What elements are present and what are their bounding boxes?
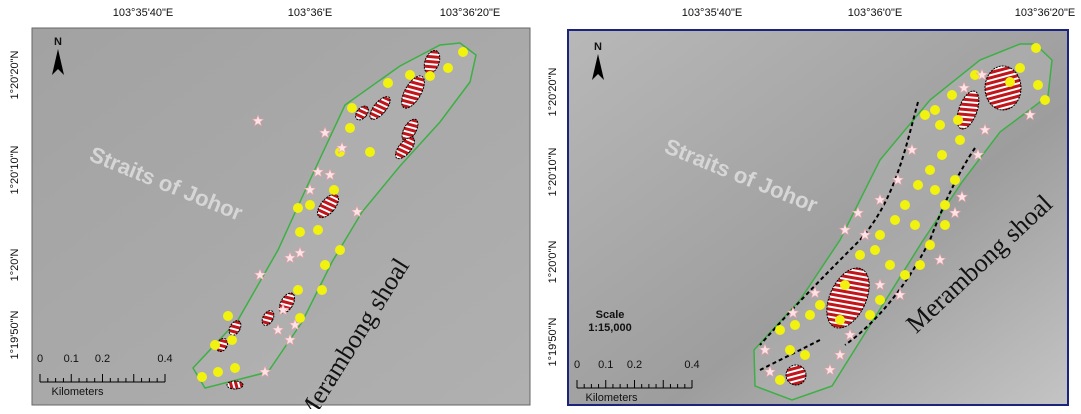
scale-unit: Kilometers [52,386,104,398]
sample-dot [785,345,795,355]
sample-dot [930,185,940,195]
sample-dot [227,335,237,345]
figure: 103°35'40"E 103°36'E 103°36'20"E 1°20'20"N 1… [0,0,1081,409]
sample-dot [930,105,940,115]
scale-tick-label: 0.2 [627,359,642,371]
sample-dot [295,313,305,323]
sample-dot [805,310,815,320]
scale-tick-label: 0.4 [157,353,172,365]
sample-dot [1015,63,1025,73]
sample-dot [925,240,935,250]
sample-dot [313,225,323,235]
sample-dot [925,165,935,175]
sample-dot [305,200,315,210]
sample-dot [940,200,950,210]
scale-tick-label: 0.4 [684,359,699,371]
sample-dot [855,250,865,260]
scale-unit: Kilometers [586,392,638,404]
scale-tick-label: 0.1 [64,353,79,365]
sample-dot [947,90,957,100]
sample-dot [1031,43,1041,53]
scale-tick-label: 0 [37,353,43,365]
longitude-label: 103°36'0"E [848,7,902,19]
sample-dot [775,325,785,335]
longitude-label: 103°36'E [288,7,332,19]
seagrass-patch [786,365,806,385]
sample-dot [210,340,220,350]
sample-dot [953,115,963,125]
scale-tick-label: 0 [574,359,580,371]
sample-dot [293,285,303,295]
sample-dot [458,47,468,57]
seagrass-patch [985,66,1021,110]
sample-dot [1040,95,1050,105]
sample-dot [383,78,393,88]
latitude-label: 1°19'50"N [9,310,21,359]
sample-dot [950,175,960,185]
sample-dot [317,285,327,295]
sample-dot [405,70,415,80]
longitude-label: 103°36'20"E [440,7,501,19]
longitude-label: 103°35'40"E [113,7,174,19]
north-label: N [54,36,62,48]
north-label: N [594,41,602,53]
latitude-label: 1°20'10"N [547,147,559,196]
sample-dot [800,350,810,360]
sample-dot [835,315,845,325]
sample-dot [197,372,207,382]
sample-dot [920,110,930,120]
sample-dot [365,147,375,157]
sample-dot [329,185,339,195]
sample-dot [900,270,910,280]
sample-dot [875,295,885,305]
sample-dot [1033,80,1043,90]
sample-dot [223,311,233,321]
sample-dot [1005,77,1015,87]
seagrass-patch [227,381,243,389]
sample-dot [230,363,240,373]
sample-dot [443,63,453,73]
scale-tick-label: 0.2 [95,353,110,365]
sample-dot [347,103,357,113]
sample-dot [425,71,435,81]
sample-dot [937,150,947,160]
latitude-label: 1°20'10"N [9,145,21,194]
sample-dot [955,135,965,145]
sample-dot [293,203,303,213]
sample-dot [815,300,825,310]
sample-dot [840,280,850,290]
sample-dot [935,120,945,130]
sample-dot [875,230,885,240]
sample-dot [865,310,875,320]
latitude-label: 1°20'0"N [547,241,559,284]
sample-dot [890,215,900,225]
sample-dot [320,260,330,270]
sample-dot [775,375,785,385]
scale-title: Scale [596,309,625,321]
sample-dot [213,367,223,377]
sample-dot [790,320,800,330]
sample-dot [910,220,920,230]
sample-dot [870,245,880,255]
sample-dot [885,260,895,270]
sample-dot [913,180,923,190]
sample-dot [295,227,305,237]
scale-ratio: 1:15,000 [588,322,631,334]
sample-dot [900,200,910,210]
latitude-label: 1°20'20"N [9,50,21,99]
latitude-label: 1°20'20"N [547,67,559,116]
sample-dot [915,260,925,270]
longitude-label: 103°36'20"E [1015,7,1076,19]
longitude-label: 103°35'40"E [682,7,743,19]
scale-tick-label: 0.1 [598,359,613,371]
latitude-label: 1°19'50"N [547,317,559,366]
sample-dot [940,220,950,230]
sample-dot [345,123,355,133]
latitude-label: 1°20'N [9,249,21,282]
sample-dot [335,245,345,255]
